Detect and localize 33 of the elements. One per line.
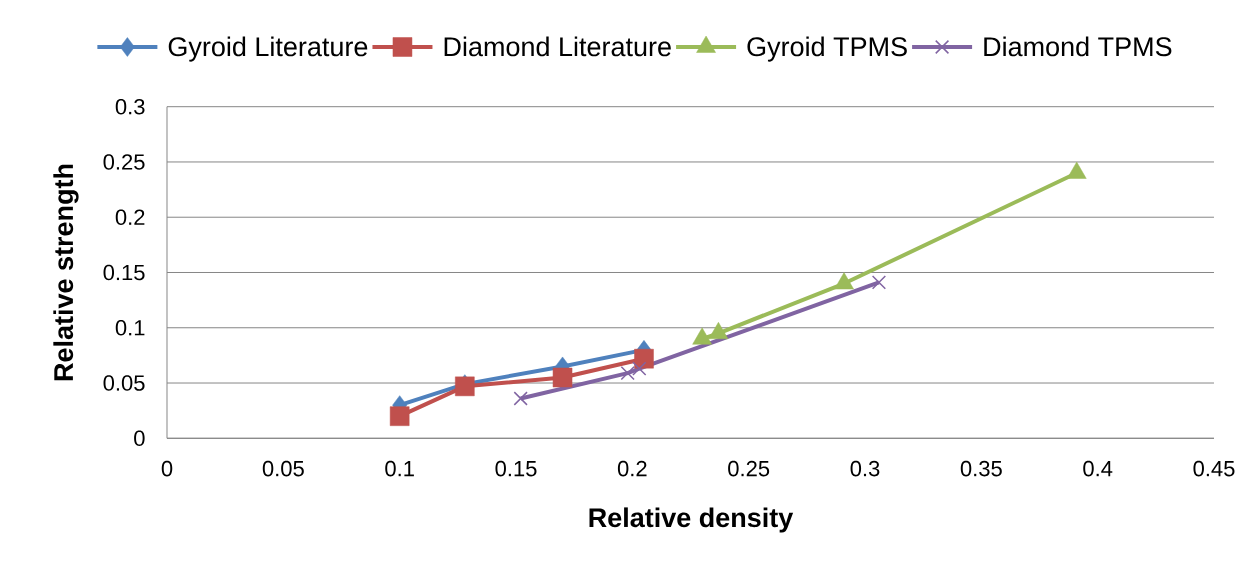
x-tick-label: 0.15: [495, 460, 537, 477]
x-tick-label: 0.4: [1083, 460, 1113, 477]
x-tick-label: 0: [161, 460, 173, 477]
point: [620, 365, 635, 381]
x-tick-label: 0.35: [960, 460, 1002, 477]
legend-label: Diamond TPMS: [984, 36, 1172, 57]
point: [634, 348, 654, 369]
point: [513, 391, 528, 406]
legend-label: Gyroid Literature: [168, 36, 368, 62]
y-tick-label: 0.3: [115, 98, 145, 115]
x-tick-label: 0.3: [850, 460, 880, 477]
x-tick-label: 0.25: [728, 460, 770, 477]
x-tick-label: 0.2: [617, 460, 647, 477]
point: [871, 275, 887, 290]
y-tick-label: 0.15: [103, 264, 145, 281]
point: [632, 361, 647, 376]
x-tick-label: 0.05: [262, 460, 304, 477]
point: [708, 322, 729, 340]
x-axis-title: Relative density: [589, 507, 794, 533]
y-tick-label: 0: [134, 430, 145, 447]
y-axis-title: Relative strength: [53, 164, 79, 381]
y-tick-label: 0.05: [103, 375, 145, 391]
legend-label: Diamond Literature: [444, 36, 671, 57]
y-tick-label: 0.25: [103, 154, 145, 170]
y-tick-label: 0.1: [115, 319, 145, 336]
point: [1066, 161, 1087, 179]
legend-label: Gyroid TPMS: [747, 36, 907, 62]
point: [552, 367, 573, 388]
x-tick-label: 0.1: [385, 460, 414, 477]
y-tick-label: 0.2: [115, 209, 145, 226]
x-tick-label: 0.45: [1193, 460, 1235, 477]
point: [834, 272, 854, 290]
point: [389, 406, 410, 426]
